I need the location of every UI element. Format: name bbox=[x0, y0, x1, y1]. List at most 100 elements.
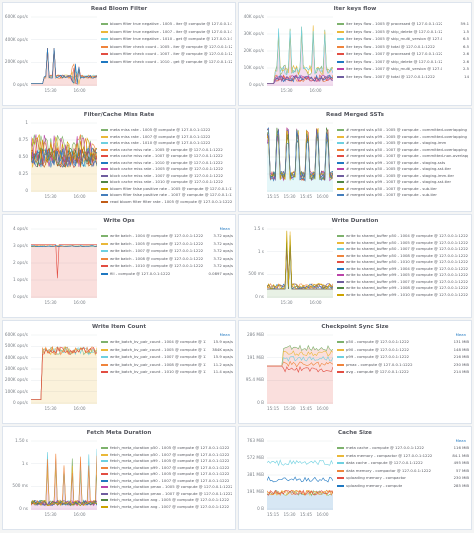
panel-title[interactable]: Fetch Meta Duration bbox=[86, 430, 152, 436]
legend-item[interactable]: fill - compute @ 127.0.0.1:1222 0.0897 op… bbox=[101, 271, 233, 277]
legend-item[interactable]: bloom filter true negative - 1010 - get … bbox=[101, 36, 233, 42]
legend-item[interactable]: fetch_meta_duration p50 - 1005 @ compute… bbox=[101, 445, 233, 451]
legend-item[interactable]: write batch - 1010 @ compute @ 127.0.0.1… bbox=[101, 263, 233, 269]
legend-item[interactable]: iter keys flow - 1007 @ processed @ 127.… bbox=[337, 51, 469, 57]
legend-item[interactable]: fetch_meta_duration pmax - 1005 @ comput… bbox=[101, 484, 233, 490]
legend-item[interactable]: write batch - 1008 @ compute @ 127.0.0.1… bbox=[101, 256, 233, 262]
legend-item[interactable]: write to shared_buffer p99 - 1004 @ comp… bbox=[337, 266, 469, 272]
legend-mean-header[interactable]: Mean bbox=[455, 438, 466, 443]
legend-item[interactable]: write batch - 1005 @ compute @ 127.0.0.1… bbox=[101, 241, 233, 247]
legend-item[interactable]: meta cache miss rate - 1005 @ compute @ … bbox=[101, 147, 233, 153]
legend-item[interactable]: bloom filter true negative - 1005 - iter… bbox=[101, 21, 233, 27]
legend-item[interactable]: write_batch_kv_pair_count - 1005 @ compu… bbox=[101, 347, 233, 353]
legend-item[interactable]: uploading memory - compute 285 MiB bbox=[337, 483, 469, 489]
legend-item[interactable]: fetch_meta_duration p50 - 1007 @ compute… bbox=[101, 452, 233, 458]
legend-item[interactable]: fetch_meta_duration p99 - 1005 @ compute… bbox=[101, 458, 233, 464]
legend-item[interactable]: write to shared_buffer p99 - 1008 @ comp… bbox=[337, 285, 469, 291]
legend-item[interactable]: # merged ssts p90 - 1007 @ compute - com… bbox=[337, 153, 469, 159]
panel-title[interactable]: Write Ops bbox=[103, 218, 135, 224]
panel-title[interactable]: Read Merged SSTs bbox=[326, 112, 384, 118]
legend-item[interactable]: bloom filter check count - 1007 - iter @… bbox=[101, 51, 233, 57]
legend-item[interactable]: data cache - compute @ 127.0.0.1:1222 495… bbox=[337, 460, 469, 466]
legend-item[interactable]: # merged ssts p99 - 1007 @ compute - sta… bbox=[337, 179, 469, 185]
legend-item[interactable]: meta cache miss rate - 1007 @ compute @ … bbox=[101, 153, 233, 159]
legend-item[interactable]: meta miss rate - 1005 @ compute @ 127.0.… bbox=[101, 127, 233, 133]
legend-item[interactable]: write batch - 1004 @ compute @ 127.0.0.1… bbox=[101, 233, 233, 239]
legend-item[interactable]: write to shared_buffer p50 - 1010 @ comp… bbox=[337, 259, 469, 265]
legend-item[interactable]: p90 - compute @ 127.0.0.1:1222 148 MiB bbox=[337, 347, 469, 353]
legend-item[interactable]: iter keys flow - 1005 @ skip_delete @ 12… bbox=[337, 29, 469, 35]
legend-item[interactable]: write to shared_buffer p50 - 1004 @ comp… bbox=[337, 233, 469, 239]
panel-graph[interactable] bbox=[31, 228, 97, 298]
legend-item[interactable]: bloom filter true negative - 1007 - iter… bbox=[101, 29, 233, 35]
panel-graph[interactable] bbox=[31, 16, 97, 86]
panel-title[interactable]: Read Bloom Filter bbox=[90, 6, 148, 12]
legend-item[interactable]: iter keys flow - 1005 @ processed @ 127.… bbox=[337, 21, 469, 27]
legend-item[interactable]: iter keys flow - 1007 @ skip_delete @ 12… bbox=[337, 59, 469, 65]
panel-graph[interactable] bbox=[31, 440, 97, 510]
legend-item[interactable]: bloom filter check count - 1005 - iter @… bbox=[101, 44, 233, 50]
legend-item[interactable]: meta cache - compute @ 127.0.0.1:1222 116… bbox=[337, 445, 469, 451]
legend-item[interactable]: write to shared_buffer p50 - 1005 @ comp… bbox=[337, 240, 469, 246]
legend-item[interactable]: write to shared_buffer p99 - 1007 @ comp… bbox=[337, 279, 469, 285]
panel-graph[interactable] bbox=[267, 334, 333, 404]
legend-mean-header[interactable]: Mean bbox=[219, 332, 230, 337]
legend-item[interactable]: fetch_meta_duration p90 - 1007 @ compute… bbox=[101, 478, 233, 484]
legend-item[interactable]: write to shared_buffer p50 - 1007 @ comp… bbox=[337, 246, 469, 252]
legend-item[interactable]: iter keys flow - 1007 @ skip_multi_versi… bbox=[337, 66, 469, 72]
legend-item[interactable]: block cache miss rate - 1010 @ compute @… bbox=[101, 179, 233, 185]
legend-mean-header[interactable]: Mean bbox=[219, 226, 230, 231]
legend-item[interactable]: p99 - compute @ 127.0.0.1:1222 216 MiB bbox=[337, 354, 469, 360]
legend-item[interactable]: fetch_meta_duration pmax - 1007 @ comput… bbox=[101, 491, 233, 497]
legend-item[interactable]: write_batch_kv_pair_count - 1008 @ compu… bbox=[101, 362, 233, 368]
legend-item[interactable]: write batch - 1007 @ compute @ 127.0.0.1… bbox=[101, 248, 233, 254]
legend-item[interactable]: # merged ssts p99 - 1005 @ compute - com… bbox=[337, 134, 469, 140]
panel-graph[interactable] bbox=[31, 334, 97, 404]
legend-item[interactable]: write_batch_kv_pair_count - 1007 @ compu… bbox=[101, 354, 233, 360]
legend-item[interactable]: block cache miss rate - 1007 @ compute @… bbox=[101, 173, 233, 179]
legend-item[interactable]: meta miss rate - 1007 @ compute @ 127.0.… bbox=[101, 134, 233, 140]
legend-item[interactable]: meta memory - compactor @ 127.0.0.1:1222… bbox=[337, 453, 469, 459]
legend-item[interactable]: meta miss rate - 1010 @ compute @ 127.0.… bbox=[101, 140, 233, 146]
legend-item[interactable]: # merged ssts p90 - 1007 @ compute - sub… bbox=[337, 192, 469, 198]
legend-item[interactable]: bloom filter false positive rate - 1007 … bbox=[101, 192, 233, 198]
panel-title[interactable]: Write Duration bbox=[331, 218, 379, 224]
legend-item[interactable]: fetch_meta_duration p99 - 1007 @ compute… bbox=[101, 465, 233, 471]
legend-item[interactable]: # merged ssts p50 - 1005 @ compute - sta… bbox=[337, 166, 469, 172]
panel-title[interactable]: Checkpoint Sync Size bbox=[321, 324, 389, 330]
legend-item[interactable]: bloom filter false positive rate - 1005 … bbox=[101, 186, 233, 192]
legend-item[interactable]: iter keys flow - 1005 @ total @ 127.0.0.… bbox=[337, 44, 469, 50]
legend-item[interactable]: # merged ssts p50 - 1005 @ compute - com… bbox=[337, 127, 469, 133]
legend-item[interactable]: read bloom filter filter rate - 1005 @ c… bbox=[101, 199, 233, 205]
panel-graph[interactable] bbox=[267, 16, 333, 86]
legend-item[interactable]: fetch_meta_duration avg - 1007 @ compute… bbox=[101, 504, 233, 510]
legend-item[interactable]: write_batch_kv_pair_count - 1010 @ compu… bbox=[101, 369, 233, 375]
panel-graph[interactable] bbox=[267, 228, 333, 298]
panel-graph[interactable] bbox=[267, 122, 333, 192]
legend-item[interactable]: avg - compute @ 127.0.0.1:1222 214 MiB bbox=[337, 369, 469, 375]
legend-item[interactable]: write to shared_buffer p50 - 1008 @ comp… bbox=[337, 253, 469, 259]
legend-item[interactable]: bloom filter check count - 1010 - get @ … bbox=[101, 59, 233, 65]
legend-item[interactable]: # merged ssts p90 - 1005 @ compute - sta… bbox=[337, 140, 469, 146]
legend-item[interactable]: # merged ssts p50 - 1007 @ compute - com… bbox=[337, 147, 469, 153]
legend-item[interactable]: block cache miss rate - 1005 @ compute @… bbox=[101, 166, 233, 172]
legend-item[interactable]: fetch_meta_duration avg - 1005 @ compute… bbox=[101, 497, 233, 503]
legend-item[interactable]: meta cache miss rate - 1010 @ compute @ … bbox=[101, 160, 233, 166]
legend-item[interactable]: # merged ssts p90 - 1005 @ compute - sta… bbox=[337, 173, 469, 179]
panel-title[interactable]: Cache Size bbox=[338, 430, 372, 436]
legend-item[interactable]: # merged ssts p50 - 1007 @ compute - sub… bbox=[337, 186, 469, 192]
legend-item[interactable]: p50 - compute @ 127.0.0.1:1222 131 MiB bbox=[337, 339, 469, 345]
panel-title[interactable]: Write Item Count bbox=[91, 324, 147, 330]
legend-item[interactable]: write to shared_buffer p99 - 1010 @ comp… bbox=[337, 292, 469, 298]
legend-item[interactable]: # merged ssts p99 - 1007 @ compute - sta… bbox=[337, 160, 469, 166]
legend-item[interactable]: iter keys flow - 1005 @ skip_multi_versi… bbox=[337, 36, 469, 42]
legend-item[interactable]: iter keys flow - 1007 @ total @ 127.0.0.… bbox=[337, 74, 469, 80]
panel-graph[interactable] bbox=[267, 440, 333, 510]
legend-mean-header[interactable]: Mean bbox=[455, 332, 466, 337]
panel-title[interactable]: Filter/Cache Miss Rate bbox=[83, 112, 155, 118]
legend-item[interactable]: write_batch_kv_pair_count - 1004 @ compu… bbox=[101, 339, 233, 345]
legend-item[interactable]: uploading memory - compactor 230 MiB bbox=[337, 475, 469, 481]
panel-title[interactable]: Iter keys flow bbox=[333, 6, 377, 12]
legend-item[interactable]: write to shared_buffer p99 - 1005 @ comp… bbox=[337, 272, 469, 278]
panel-graph[interactable] bbox=[31, 122, 97, 192]
